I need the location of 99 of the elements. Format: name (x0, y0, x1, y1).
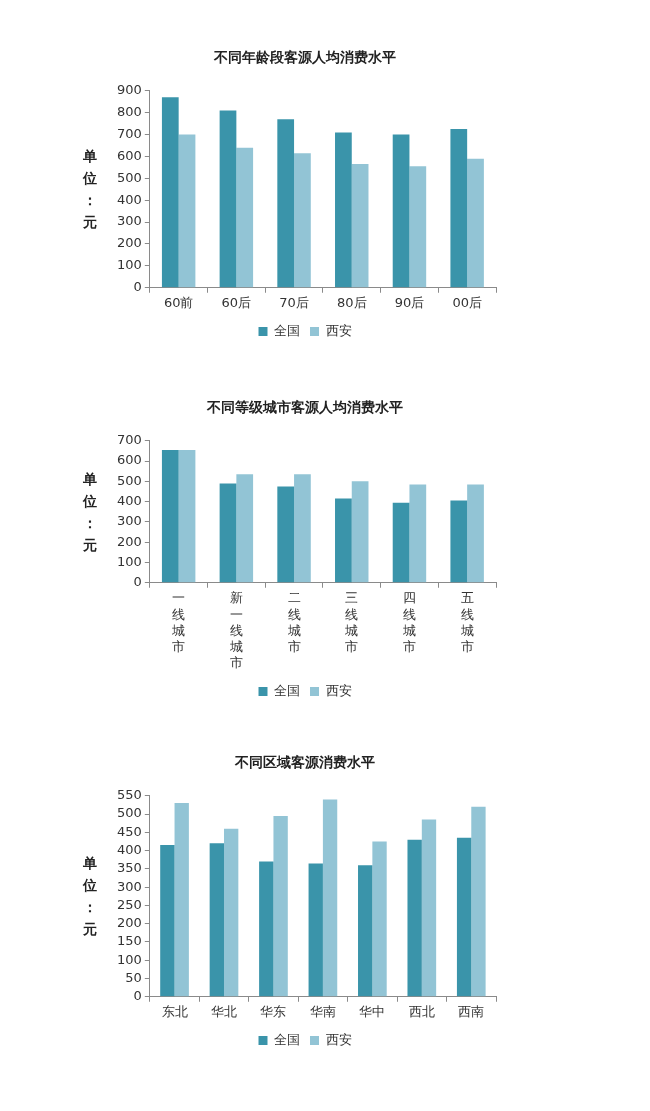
bar (421, 819, 437, 997)
bar (308, 863, 323, 997)
y-tick-label: 350 (116, 860, 142, 876)
bar (335, 498, 352, 583)
bar (273, 815, 288, 997)
chart-title: 不同年龄段客源人均消费水平 (213, 49, 396, 66)
y-axis-title: 单位：元 (82, 147, 98, 233)
bar (160, 845, 175, 997)
y-tick-label: 0 (133, 574, 142, 590)
legend-label: 西安 (325, 1031, 352, 1047)
y-tick-label: 100 (116, 553, 142, 569)
bar (409, 166, 427, 288)
bar (471, 806, 486, 997)
y-tick-label: 300 (116, 213, 142, 229)
bar (224, 828, 239, 997)
bar (219, 110, 237, 288)
y-tick-label: 300 (116, 878, 142, 894)
bar (236, 474, 254, 583)
y-tick-label: 700 (116, 432, 142, 448)
y-axis-title: 单位：元 (82, 854, 98, 940)
y-tick-label: 800 (116, 104, 142, 120)
bar (294, 474, 311, 583)
bar (467, 158, 484, 288)
bar (174, 803, 189, 997)
y-tick-label: 100 (116, 951, 142, 967)
y-tick-label: 50 (125, 969, 142, 985)
y-tick-label: 500 (116, 472, 142, 488)
y-tick-label: 400 (116, 493, 142, 509)
y-tick-label: 400 (116, 841, 142, 857)
y-tick-label: 300 (116, 513, 142, 529)
x-tick-label: 70后 (279, 295, 309, 311)
bar (178, 134, 196, 288)
y-tick-label: 250 (116, 896, 142, 912)
y-tick-label: 150 (116, 933, 142, 949)
bar (236, 147, 254, 288)
y-tick-label: 550 (116, 787, 142, 803)
bar (351, 481, 369, 583)
legend-label: 全国 (274, 682, 300, 698)
x-tick-label: 五线城市 (459, 590, 474, 654)
x-tick-label: 华南 (309, 1004, 336, 1020)
x-tick-label: 华北 (211, 1004, 237, 1020)
bar (392, 134, 410, 288)
y-tick-label: 900 (116, 82, 142, 98)
y-tick-label: 200 (116, 915, 142, 931)
y-tick-label: 600 (116, 147, 142, 163)
bar (219, 483, 237, 583)
y-tick-label: 500 (116, 805, 142, 821)
y-tick-label: 0 (133, 988, 142, 1004)
x-tick-label: 二线城市 (286, 590, 301, 654)
bar (456, 837, 472, 997)
bar (161, 449, 179, 583)
x-tick-label: 90后 (394, 295, 425, 311)
y-tick-label: 500 (116, 169, 142, 185)
bar (335, 132, 352, 288)
legend-label: 全国 (274, 322, 300, 338)
x-tick-label: 新一线城市 (228, 590, 243, 671)
chart-title: 不同等级城市客源人均消费水平 (206, 399, 403, 416)
bar (372, 841, 387, 997)
legend-label: 全国 (274, 1031, 300, 1047)
bar (407, 839, 422, 997)
bar (178, 449, 196, 583)
x-tick-label: 华中 (359, 1004, 386, 1020)
bar (322, 799, 338, 997)
y-tick-label: 700 (116, 125, 142, 141)
x-tick-label: 三线城市 (344, 590, 359, 654)
y-tick-label: 0 (133, 279, 142, 295)
bar (450, 129, 468, 288)
x-tick-label: 80后 (336, 295, 367, 311)
x-tick-label: 西北 (408, 1004, 435, 1020)
bar (351, 164, 369, 288)
chart-title: 不同区域客源消费水平 (234, 754, 375, 771)
y-tick-label: 600 (116, 452, 142, 468)
x-tick-label: 四线城市 (401, 590, 416, 654)
y-tick-label: 100 (116, 257, 142, 273)
bar (467, 484, 484, 583)
bar (209, 843, 224, 997)
legend-label: 西安 (325, 682, 352, 698)
legend-label: 西安 (325, 322, 352, 338)
x-tick-label: 华东 (260, 1004, 287, 1020)
y-tick-label: 400 (116, 191, 142, 207)
bar (409, 484, 427, 583)
x-tick-label: 60前 (163, 295, 194, 311)
bar (392, 502, 410, 583)
bar (450, 500, 468, 583)
y-tick-label: 200 (116, 533, 142, 549)
bar (161, 97, 179, 288)
x-tick-label: 60后 (221, 295, 252, 311)
y-tick-label: 450 (116, 823, 142, 839)
y-axis-title: 单位：元 (82, 469, 98, 555)
y-tick-label: 200 (116, 235, 142, 251)
bar (294, 153, 311, 288)
bar (277, 119, 295, 288)
x-tick-label: 一线城市 (171, 590, 186, 654)
bar (277, 486, 295, 583)
bar (259, 861, 274, 997)
x-tick-label: 西南 (458, 1004, 485, 1020)
x-tick-label: 东北 (161, 1004, 188, 1020)
x-tick-label: 00后 (452, 295, 482, 311)
bar (358, 865, 373, 997)
